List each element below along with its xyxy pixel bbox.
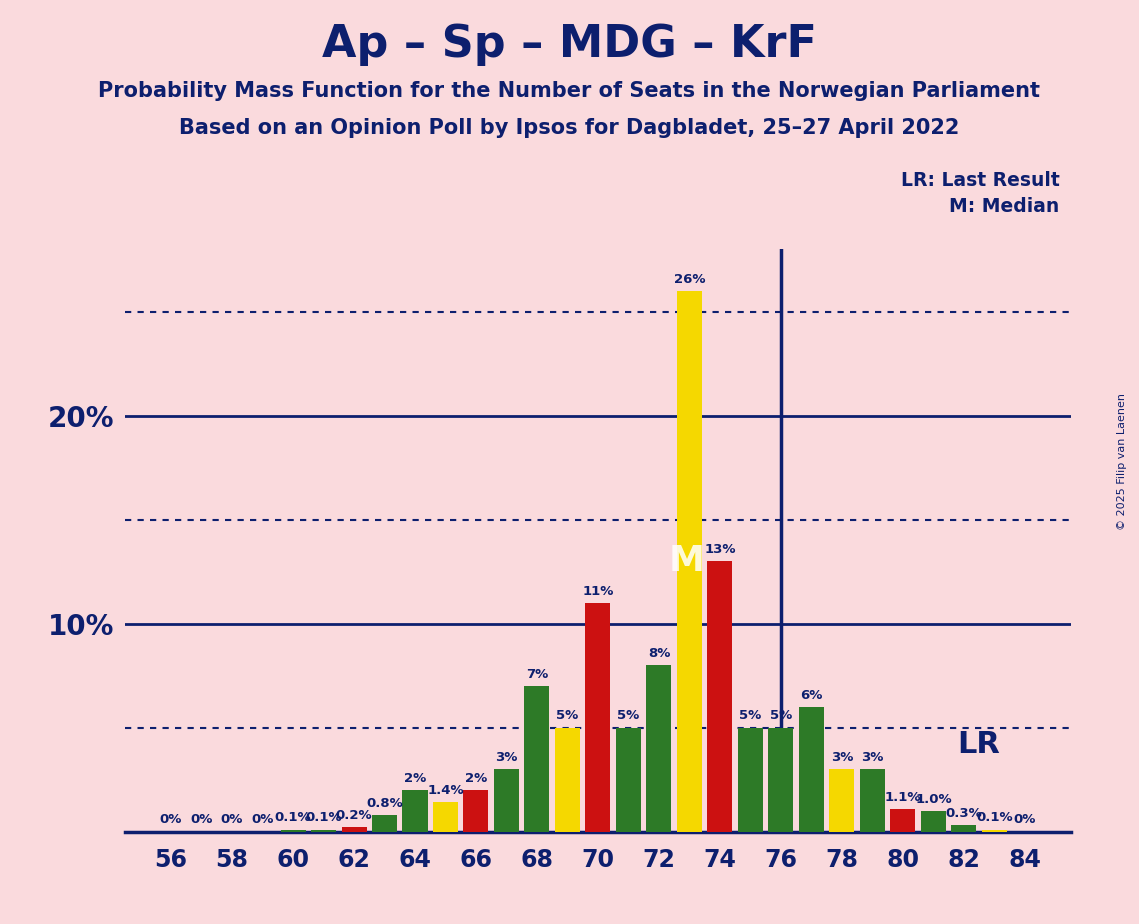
Text: 13%: 13%: [704, 543, 736, 556]
Bar: [585, 602, 611, 832]
Bar: [372, 815, 398, 832]
Bar: [464, 790, 489, 832]
Text: 6%: 6%: [801, 688, 822, 701]
Bar: [798, 707, 823, 832]
Text: M: Median: M: Median: [949, 197, 1059, 216]
Bar: [311, 830, 336, 832]
Bar: [677, 291, 702, 832]
Text: 7%: 7%: [526, 668, 548, 681]
Bar: [707, 562, 732, 832]
Text: © 2025 Filip van Laenen: © 2025 Filip van Laenen: [1117, 394, 1126, 530]
Text: 0%: 0%: [1014, 813, 1036, 826]
Bar: [829, 769, 854, 832]
Text: 8%: 8%: [648, 647, 670, 660]
Bar: [891, 808, 916, 832]
Text: 1.4%: 1.4%: [427, 784, 464, 797]
Text: 1.0%: 1.0%: [915, 793, 952, 806]
Bar: [402, 790, 427, 832]
Text: 0%: 0%: [252, 813, 273, 826]
Bar: [951, 825, 976, 832]
Bar: [982, 830, 1007, 832]
Text: 11%: 11%: [582, 585, 614, 598]
Bar: [280, 830, 305, 832]
Text: 0.1%: 0.1%: [274, 811, 311, 824]
Bar: [433, 802, 458, 832]
Text: Ap – Sp – MDG – KrF: Ap – Sp – MDG – KrF: [322, 23, 817, 67]
Text: 0%: 0%: [159, 813, 182, 826]
Text: LR: LR: [958, 730, 1000, 759]
Bar: [494, 769, 519, 832]
Text: 3%: 3%: [495, 751, 517, 764]
Text: LR: Last Result: LR: Last Result: [901, 171, 1059, 190]
Text: 0%: 0%: [221, 813, 244, 826]
Text: 5%: 5%: [556, 710, 579, 723]
Text: 5%: 5%: [770, 710, 792, 723]
Text: 0%: 0%: [190, 813, 213, 826]
Text: 3%: 3%: [830, 751, 853, 764]
Text: 0.1%: 0.1%: [976, 811, 1013, 824]
Text: 0.1%: 0.1%: [305, 811, 342, 824]
Bar: [342, 828, 367, 832]
Text: 26%: 26%: [673, 273, 705, 286]
Bar: [738, 728, 763, 832]
Text: 2%: 2%: [465, 772, 487, 784]
Text: 5%: 5%: [617, 710, 640, 723]
Bar: [860, 769, 885, 832]
Bar: [524, 686, 549, 832]
Bar: [921, 811, 945, 832]
Text: 0.8%: 0.8%: [366, 796, 403, 809]
Bar: [616, 728, 641, 832]
Bar: [555, 728, 580, 832]
Text: 3%: 3%: [861, 751, 884, 764]
Text: 0.2%: 0.2%: [336, 809, 372, 822]
Text: Probability Mass Function for the Number of Seats in the Norwegian Parliament: Probability Mass Function for the Number…: [98, 81, 1041, 102]
Text: 5%: 5%: [739, 710, 762, 723]
Bar: [647, 665, 672, 832]
Text: 1.1%: 1.1%: [885, 791, 921, 804]
Text: Based on an Opinion Poll by Ipsos for Dagbladet, 25–27 April 2022: Based on an Opinion Poll by Ipsos for Da…: [179, 118, 960, 139]
Bar: [769, 728, 794, 832]
Text: 2%: 2%: [404, 772, 426, 784]
Text: M: M: [669, 544, 704, 578]
Text: 0.3%: 0.3%: [945, 808, 982, 821]
